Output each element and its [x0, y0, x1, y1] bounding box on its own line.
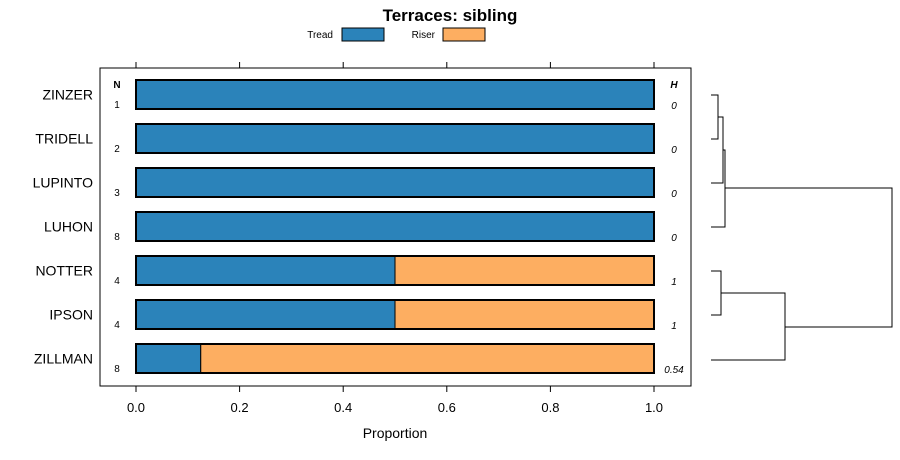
dendrogram-branch	[711, 292, 786, 361]
dendrogram-branch	[725, 187, 893, 328]
dendrogram	[711, 94, 893, 361]
legend: Tread Riser	[307, 27, 486, 42]
dendrogram-branch	[711, 116, 724, 184]
bar-tread-luhon	[135, 211, 655, 242]
n-value: 2	[114, 144, 120, 155]
category-label: IPSON	[49, 307, 93, 323]
bars	[135, 79, 655, 374]
bar-riser-notter	[394, 255, 655, 286]
h-column-header: H	[670, 80, 678, 91]
bar-outline-zinzer	[135, 79, 655, 110]
legend-swatch-riser	[442, 27, 486, 42]
h-value: 0	[671, 233, 677, 244]
h-value: 1	[671, 277, 677, 288]
row-labels: ZINZER 1 0 TRIDELL 2 0 LUPINTO 3 0 LUHON 8 0 NOTTER 4…	[33, 87, 685, 377]
chart-title: Terraces: sibling	[383, 6, 518, 25]
bar-outline-luhon	[135, 211, 655, 242]
plot-frame	[99, 67, 692, 387]
n-value: 1	[114, 100, 120, 111]
bar-outline-notter	[135, 255, 655, 286]
h-value: 0.54	[664, 365, 684, 376]
h-value: 0	[671, 101, 677, 112]
x-axis: 0.0 0.2 0.4 0.6 0.8 1.0	[127, 62, 663, 415]
x-tick-label: 0.2	[231, 400, 249, 415]
h-value: 1	[671, 321, 677, 332]
bar-tread-zinzer	[135, 79, 655, 110]
bar-riser-ipson	[394, 299, 655, 330]
x-tick-label: 0.0	[127, 400, 145, 415]
n-value: 4	[114, 320, 120, 331]
x-tick-label: 0.8	[541, 400, 559, 415]
x-tick-label: 0.4	[334, 400, 352, 415]
category-label: ZINZER	[42, 87, 93, 103]
bar-outline-lupinto	[135, 167, 655, 198]
n-value: 3	[114, 188, 120, 199]
x-axis-title: Proportion	[363, 425, 428, 441]
h-value: 0	[671, 145, 677, 156]
x-tick-label: 1.0	[645, 400, 663, 415]
bar-tread-tridell	[135, 123, 655, 154]
bar-outline-tridell	[135, 123, 655, 154]
legend-label-tread: Tread	[307, 30, 333, 41]
n-value: 8	[114, 364, 120, 375]
bar-tread-zillman	[135, 343, 202, 374]
n-value: 8	[114, 232, 120, 243]
bar-riser-zillman	[200, 343, 655, 374]
n-column-header: N	[113, 80, 120, 91]
bar-tread-ipson	[135, 299, 396, 330]
bar-outline-ipson	[135, 299, 655, 330]
legend-label-riser: Riser	[412, 30, 436, 41]
legend-swatch-tread	[341, 27, 385, 42]
category-label: LUHON	[44, 219, 93, 235]
bar-tread-lupinto	[135, 167, 655, 198]
category-label: ZILLMAN	[34, 351, 93, 367]
bar-tread-notter	[135, 255, 396, 286]
category-label: NOTTER	[35, 263, 93, 279]
bar-outline-zillman	[135, 343, 655, 374]
category-label: TRIDELL	[35, 131, 93, 147]
x-tick-label: 0.6	[438, 400, 456, 415]
n-value: 4	[114, 276, 120, 287]
dendrogram-branch	[711, 94, 719, 140]
h-value: 0	[671, 189, 677, 200]
category-label: LUPINTO	[33, 175, 94, 191]
dendrogram-branch	[711, 270, 722, 316]
